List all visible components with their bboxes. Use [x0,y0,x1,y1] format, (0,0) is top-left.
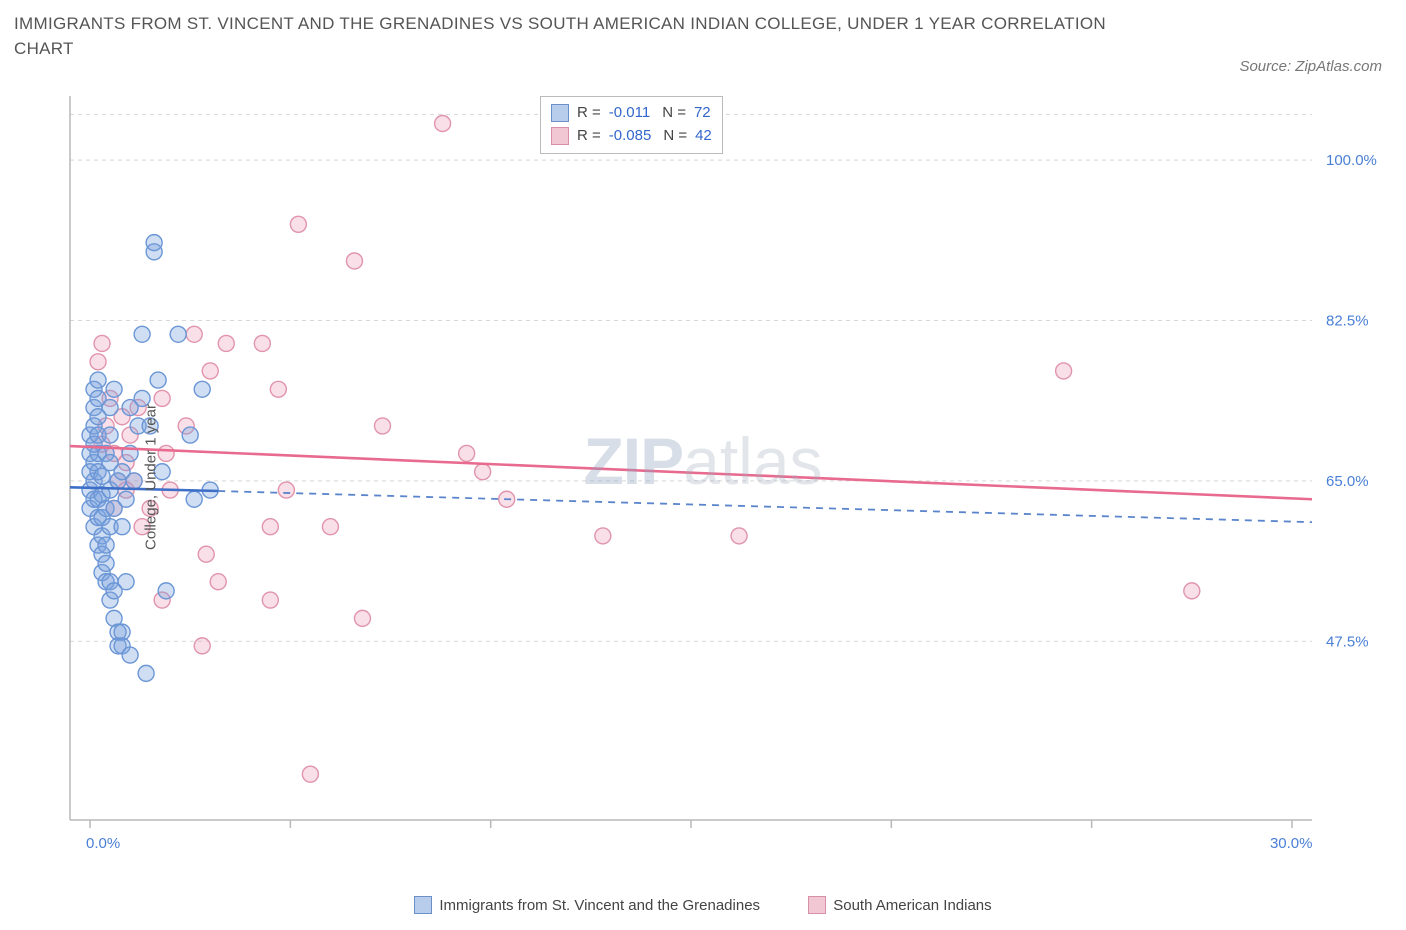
stats-N-value-1: 72 [694,101,711,124]
chart-title: IMMIGRANTS FROM ST. VINCENT AND THE GREN… [14,12,1134,61]
swatch-series1 [414,896,432,914]
swatch-series2 [551,127,569,145]
svg-text:47.5%: 47.5% [1326,633,1369,650]
source-credit: Source: ZipAtlas.com [1239,58,1382,75]
correlation-stats-box: R = -0.011 N = 72 R = -0.085 N = 42 [540,96,723,154]
swatch-series1 [551,104,569,122]
legend-item-2: South American Indians [808,896,991,914]
legend-label-1: Immigrants from St. Vincent and the Gren… [439,897,760,914]
svg-text:82.5%: 82.5% [1326,313,1369,330]
stats-row-series1: R = -0.011 N = 72 [551,101,712,124]
stats-N-value-2: 42 [695,124,712,147]
stats-R-label: R = [577,101,601,124]
stats-N-label: N = [662,101,686,124]
stats-R-label: R = [577,124,601,147]
stats-N-label: N = [663,124,687,147]
swatch-series2 [808,896,826,914]
stats-row-series2: R = -0.085 N = 42 [551,124,712,147]
stats-R-value-1: -0.011 [609,101,650,124]
chart-area: College, Under 1 year 47.5% 65.0% 82.5% 100… [60,92,1380,862]
legend-label-2: South American Indians [833,897,991,914]
bottom-legend: Immigrants from St. Vincent and the Gren… [0,896,1406,918]
y-axis-label: College, Under 1 year [142,404,159,550]
svg-text:0.0%: 0.0% [86,835,120,852]
scatter-plot-svg: 47.5% 65.0% 82.5% 100.0% 0.0% 30.0% [60,92,1380,862]
svg-text:100.0%: 100.0% [1326,152,1377,169]
svg-text:65.0%: 65.0% [1326,473,1369,490]
stats-R-value-2: -0.085 [609,124,652,147]
svg-text:30.0%: 30.0% [1270,835,1313,852]
legend-item-1: Immigrants from St. Vincent and the Gren… [414,896,760,914]
